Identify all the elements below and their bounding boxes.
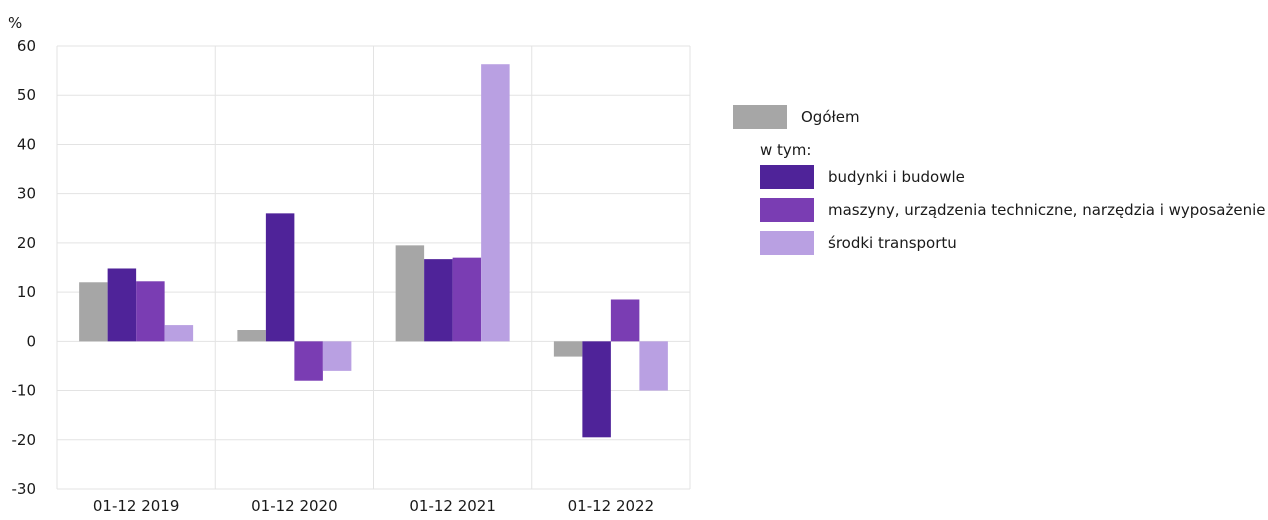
bar	[610, 299, 640, 342]
bar	[481, 64, 510, 342]
bar	[294, 341, 323, 381]
x-axis-ticks: 01-12 2019 01-12 2020 01-12 2021 01-12 2022	[93, 497, 654, 515]
y-tick-label: 0	[26, 332, 36, 350]
legend-swatch-budynki	[760, 165, 814, 189]
legend-item-maszyny: maszyny, urządzenia techniczne, narzędzi…	[760, 198, 1266, 222]
bar	[395, 245, 425, 342]
legend-item-budynki: budynki i budowle	[760, 165, 965, 189]
bar	[424, 259, 453, 342]
legend-label-srodki: środki transportu	[828, 234, 957, 252]
legend-subheader: w tym:	[760, 141, 812, 159]
legend-label-budynki: budynki i budowle	[828, 168, 965, 186]
legend-swatch-srodki	[760, 231, 814, 255]
bars	[79, 64, 668, 438]
legend-swatch-ogolem	[733, 105, 787, 129]
bar	[639, 341, 668, 391]
y-tick-label: 10	[17, 283, 36, 301]
bar	[136, 281, 165, 342]
bar	[164, 325, 194, 342]
x-tick-label: 01-12 2020	[251, 497, 338, 515]
bar	[582, 341, 611, 438]
x-tick-label: 01-12 2021	[409, 497, 496, 515]
bar	[265, 213, 295, 342]
y-tick-label: 30	[17, 185, 36, 203]
legend-label-maszyny: maszyny, urządzenia techniczne, narzędzi…	[828, 201, 1266, 219]
legend-item-ogolem: Ogółem	[733, 105, 860, 129]
y-unit-label: %	[8, 14, 22, 32]
y-tick-label: 40	[17, 135, 36, 153]
gridlines	[56, 45, 691, 490]
y-tick-label: -30	[12, 480, 37, 498]
legend-label-ogolem: Ogółem	[801, 108, 860, 126]
y-tick-label: 60	[17, 37, 36, 55]
y-axis-ticks: -30 -20 -10 0 10 20 30 40 50 60	[12, 37, 37, 498]
x-tick-label: 01-12 2019	[93, 497, 180, 515]
y-tick-label: -20	[12, 431, 37, 449]
y-tick-label: 50	[17, 86, 36, 104]
bar	[452, 257, 482, 342]
bar	[79, 282, 108, 342]
bar	[237, 330, 266, 342]
bar	[553, 341, 583, 357]
bar	[107, 268, 137, 342]
legend-item-srodki: środki transportu	[760, 231, 957, 255]
legend-swatch-maszyny	[760, 198, 814, 222]
x-tick-label: 01-12 2022	[568, 497, 655, 515]
bar	[322, 341, 352, 371]
y-tick-label: 20	[17, 234, 36, 252]
y-tick-label: -10	[12, 382, 37, 400]
